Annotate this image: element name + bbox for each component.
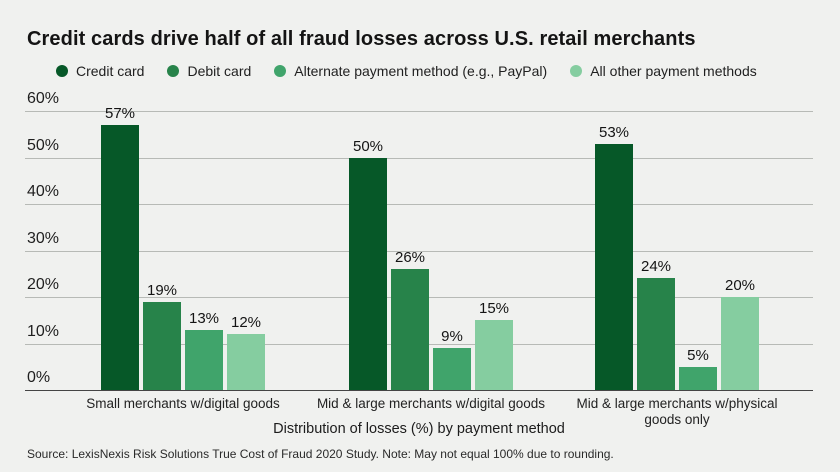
dot-icon xyxy=(56,65,68,77)
bar-series2-group1 xyxy=(433,348,471,390)
dot-icon xyxy=(167,65,180,77)
bar-series3-group1 xyxy=(475,320,513,390)
category-label-0: Small merchants w/digital goods xyxy=(86,396,280,411)
y-tick-label-20: 20% xyxy=(27,276,60,293)
gridline-60 xyxy=(25,111,813,112)
bar-value-label: 15% xyxy=(478,300,510,318)
legend-item-0: Credit card xyxy=(56,63,144,79)
gridline-40 xyxy=(25,204,813,205)
bar-series1-group2 xyxy=(637,278,675,390)
legend-label: Alternate payment method (e.g., PayPal) xyxy=(294,63,548,79)
bar-value-label: 50% xyxy=(352,137,384,155)
bar-series0-group0 xyxy=(101,124,139,390)
category-label-2: Mid & large merchants w/physical goods o… xyxy=(576,396,778,427)
bar-series0-group2 xyxy=(595,143,633,390)
bar-series3-group2 xyxy=(721,297,759,390)
legend-item-2: Alternate payment method (e.g., PayPal) xyxy=(274,63,547,79)
bar-series2-group2 xyxy=(679,366,717,390)
legend-item-1: Debit card xyxy=(167,63,251,79)
bar-value-label: 9% xyxy=(441,328,463,346)
chart-title: Credit cards drive half of all fraud los… xyxy=(27,28,696,50)
y-tick-label-30: 30% xyxy=(27,229,60,247)
bar-value-label: 20% xyxy=(724,277,756,294)
y-tick-label-10: 10% xyxy=(27,322,60,340)
bar-series1-group1 xyxy=(391,269,429,390)
bar-value-label: 26% xyxy=(394,249,426,267)
legend-label: Credit card xyxy=(76,63,145,79)
legend-item-3: All other payment methods xyxy=(570,63,757,79)
bar-series1-group0 xyxy=(143,301,181,390)
bar-series2-group0 xyxy=(185,329,223,390)
dot-icon xyxy=(274,65,287,77)
source-note: Source: LexisNexis Risk Solutions True C… xyxy=(27,447,614,461)
bar-value-label: 13% xyxy=(188,309,220,327)
category-label-1: Mid & large merchants w/digital goods xyxy=(316,396,546,411)
bar-series3-group0 xyxy=(227,334,265,390)
y-tick-label-40: 40% xyxy=(27,183,60,200)
y-tick-label-60: 60% xyxy=(27,90,60,107)
bar-value-label: 19% xyxy=(146,281,178,299)
y-tick-label-0: 0% xyxy=(27,369,51,386)
bar-value-label: 24% xyxy=(640,258,672,276)
legend-label: Debit card xyxy=(187,63,252,79)
y-tick-label-50: 50% xyxy=(27,136,60,154)
bar-value-label: 53% xyxy=(598,123,630,141)
bar-value-label: 12% xyxy=(230,314,262,332)
bar-value-label: 57% xyxy=(104,104,136,122)
gridline-50 xyxy=(25,157,813,159)
gridline-30 xyxy=(25,250,813,252)
bar-value-label: 5% xyxy=(687,346,709,364)
bar-series0-group1 xyxy=(349,157,387,390)
dot-icon xyxy=(570,65,583,77)
chart-legend: Credit card Debit card Alternate payment m… xyxy=(56,63,757,79)
x-axis-title: Distribution of losses (%) by payment me… xyxy=(273,421,565,437)
x-axis-line xyxy=(25,390,813,391)
legend-label: All other payment methods xyxy=(590,63,757,79)
